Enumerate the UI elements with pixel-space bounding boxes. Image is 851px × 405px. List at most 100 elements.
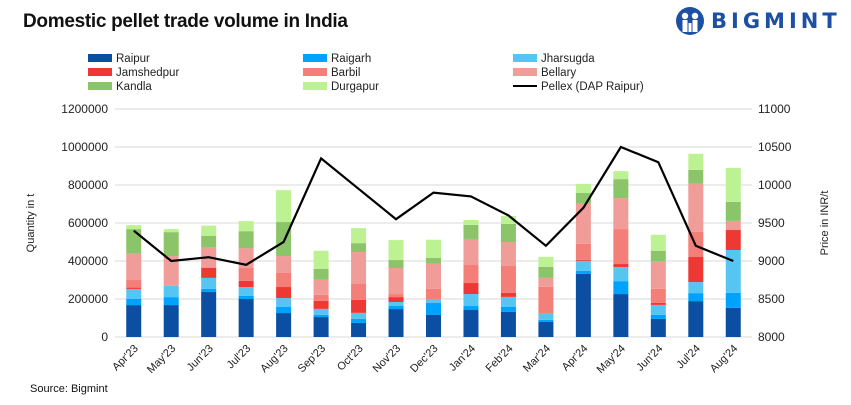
bar-bellary: [575, 203, 591, 244]
bar-raigarh: [650, 314, 666, 319]
bar-barbil: [613, 229, 629, 265]
bar-raigarh: [163, 297, 179, 306]
bar-raipur: [538, 321, 554, 337]
bar-bellary: [688, 183, 704, 232]
bar-durgapur: [201, 225, 217, 236]
bar-jamshedpur: [313, 300, 329, 309]
bar-bellary: [650, 261, 666, 289]
bar-raipur: [201, 291, 217, 337]
bar-kandla: [388, 260, 404, 269]
bar-jharsugda: [688, 282, 704, 294]
bar-kandla: [238, 231, 254, 249]
bar-jharsugda: [351, 312, 367, 319]
bar-jharsugda: [575, 260, 591, 271]
bar-jamshedpur: [463, 283, 479, 295]
bar-durgapur: [426, 239, 441, 258]
bar-jharsugda: [463, 294, 479, 307]
bar-jharsugda: [313, 308, 329, 315]
x-tick-label: Mar'24: [521, 343, 553, 375]
legend-label: Jamshedpur: [116, 67, 179, 79]
bar-raipur: [500, 311, 516, 337]
bar-kandla: [126, 229, 142, 254]
x-tick-label: Jan'24: [447, 343, 478, 374]
bar-kandla: [313, 268, 329, 280]
bar-jharsugda: [613, 267, 629, 282]
bar-raipur: [276, 313, 292, 337]
bar-durgapur: [463, 219, 479, 225]
bar-kandla: [426, 257, 441, 264]
bar-jharsugda: [126, 288, 142, 299]
bar-durgapur: [276, 190, 292, 223]
bar-raigarh: [500, 306, 516, 312]
pellex-line: [133, 145, 734, 266]
bar-jamshedpur: [351, 299, 367, 313]
legend-swatch-kandla: [88, 82, 112, 90]
bar-jamshedpur: [276, 287, 292, 299]
x-tick-label: Nov'23: [371, 343, 403, 375]
bar-raigarh: [688, 293, 704, 302]
legend-label: Pellex (DAP Raipur): [541, 81, 644, 93]
bar-jamshedpur: [201, 267, 217, 278]
bar-jharsugda: [538, 313, 554, 320]
bar-jharsugda: [388, 302, 404, 307]
legend-swatch-durgapur: [303, 82, 327, 90]
y2-tick-label: 8500: [758, 292, 785, 306]
bar-jharsugda: [201, 277, 217, 289]
x-tick-label: Oct'23: [335, 343, 366, 374]
bar-raipur: [575, 273, 591, 337]
bar-jharsugda: [650, 304, 666, 315]
bar-barbil: [313, 294, 329, 301]
bar-kandla: [276, 222, 292, 257]
bar-barbil: [725, 229, 741, 231]
legend-swatch-barbil: [303, 68, 327, 76]
bar-durgapur: [650, 234, 666, 251]
bar-bellary: [276, 256, 292, 273]
bar-durgapur: [613, 171, 629, 180]
bar-raipur: [313, 317, 329, 337]
bar-raigarh: [351, 318, 367, 323]
bar-kandla: [163, 232, 179, 257]
bar-jharsugda: [163, 285, 179, 298]
legend-swatch-raipur: [88, 54, 112, 62]
bar-kandla: [688, 169, 704, 184]
bar-barbil: [351, 283, 367, 300]
y-tick-label: 400000: [68, 254, 108, 268]
bar-raipur: [426, 314, 441, 337]
bar-jamshedpur: [126, 287, 142, 289]
bar-raipur: [650, 318, 666, 337]
x-tick-label: Jul'23: [225, 343, 254, 372]
bar-raipur: [238, 299, 254, 337]
x-tick-label: Dec'23: [408, 343, 440, 375]
bar-jamshedpur: [613, 264, 629, 268]
bigmint-logo: BIGMINT: [675, 6, 841, 36]
y-tick-label: 600000: [68, 216, 108, 230]
bar-bellary: [500, 242, 516, 266]
bar-kandla: [575, 192, 591, 204]
bar-bellary: [426, 263, 441, 289]
source-note: Source: Bigmint: [30, 383, 108, 395]
bar-kandla: [463, 224, 479, 239]
bar-durgapur: [351, 228, 367, 244]
bar-durgapur: [725, 167, 741, 202]
bar-jamshedpur: [238, 280, 254, 288]
bar-barbil: [276, 272, 292, 288]
bar-bellary: [201, 247, 217, 268]
bar-bellary: [538, 277, 554, 287]
bar-jamshedpur: [500, 292, 516, 297]
y2-tick-label: 10000: [758, 178, 792, 192]
bar-raigarh: [538, 319, 554, 322]
bar-kandla: [500, 223, 516, 242]
bar-durgapur: [538, 256, 554, 267]
legend-label: Jharsugda: [541, 53, 595, 65]
bar-jamshedpur: [575, 259, 591, 261]
bar-raipur: [351, 322, 367, 337]
legend-swatch-bellary: [513, 68, 537, 76]
bar-raipur: [463, 310, 479, 337]
bar-raigarh: [575, 270, 591, 274]
bar-bellary: [126, 253, 142, 280]
bar-kandla: [613, 179, 629, 199]
bar-raigarh: [463, 306, 479, 311]
bar-bellary: [163, 256, 179, 286]
x-tick-label: Jul'24: [674, 343, 703, 372]
bar-durgapur: [163, 229, 179, 233]
